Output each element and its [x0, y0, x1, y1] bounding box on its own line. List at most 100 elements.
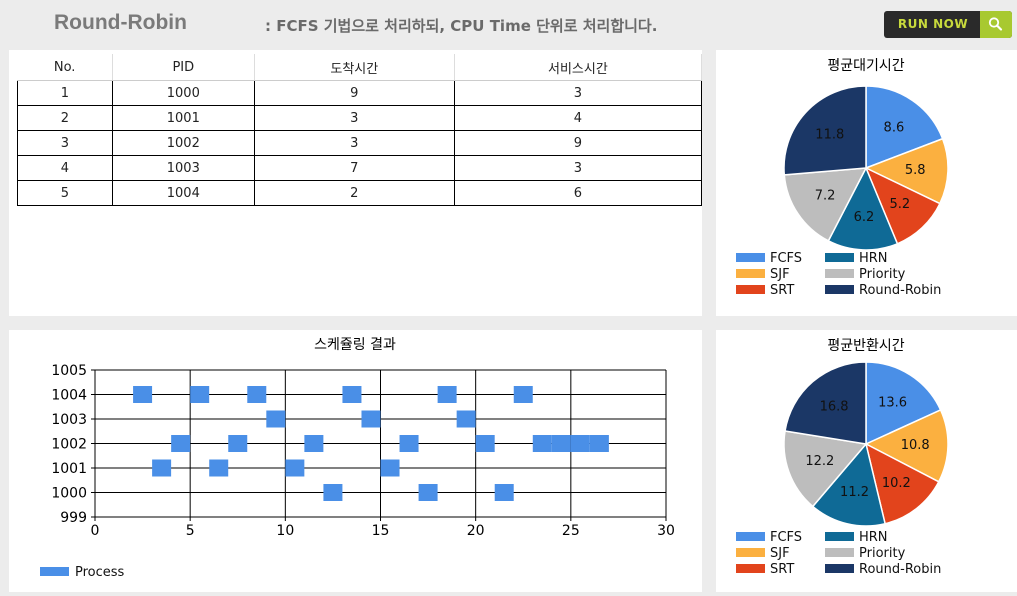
process-marker — [513, 386, 533, 403]
legend-label: SJF — [770, 267, 790, 282]
chart-title: 평균대기시간 — [827, 58, 904, 74]
legend-swatch — [736, 285, 765, 294]
cell-pid[interactable]: 1004 — [111, 180, 255, 206]
cell-arrival[interactable]: 2 — [253, 180, 455, 206]
process-marker — [247, 386, 267, 403]
run-now-label: RUN NOW — [897, 17, 969, 31]
process-marker — [209, 459, 229, 477]
legend-swatch — [736, 548, 765, 557]
table-header-row: No. PID 도착시간 서비스시간 — [17, 54, 703, 81]
cell-no[interactable]: 4 — [17, 155, 113, 181]
process-marker — [171, 435, 191, 452]
process-marker — [266, 410, 286, 428]
y-tick-label: 1004 — [51, 388, 87, 404]
pie-slice — [864, 137, 949, 205]
x-tick-label: 0 — [91, 523, 100, 539]
column-header-arrival[interactable]: 도착시간 — [254, 54, 455, 81]
x-tick-label: 30 — [657, 523, 675, 539]
cell-arrival[interactable]: 9 — [253, 80, 455, 106]
x-tick-label: 15 — [372, 523, 390, 539]
pie-data-label: 12.2 — [805, 454, 834, 469]
legend-label: Priority — [859, 267, 906, 282]
process-marker — [323, 484, 343, 501]
cell-service[interactable]: 3 — [453, 80, 703, 106]
pie-data-label: 6.2 — [854, 210, 875, 225]
column-header-service[interactable]: 서비스시간 — [454, 54, 703, 81]
pie-slice — [784, 361, 867, 445]
y-tick-label: 999 — [60, 510, 87, 526]
pie-data-label: 10.2 — [882, 476, 911, 491]
pie-data-label: 13.6 — [878, 396, 907, 411]
y-tick-label: 1002 — [51, 437, 87, 453]
legend-swatch — [825, 253, 854, 262]
legend-label: SRT — [770, 283, 794, 298]
avg-wait-chart-panel: 평균대기시간 8.6 5.8 5.2 6.2 7.2 11.8 FCFS SJF SRT HRN… — [716, 50, 1017, 316]
process-marker — [589, 435, 609, 452]
legend-swatch — [825, 285, 854, 294]
cell-pid[interactable]: 1000 — [111, 80, 255, 106]
table-row[interactable]: 2 1001 3 4 — [17, 105, 703, 131]
process-marker — [304, 435, 324, 452]
cell-no[interactable]: 1 — [17, 80, 113, 106]
y-tick-label: 1000 — [51, 486, 87, 502]
cell-no[interactable]: 3 — [17, 130, 113, 156]
pie-slice — [783, 430, 868, 508]
table-row[interactable]: 1 1000 9 3 — [17, 80, 703, 106]
process-marker — [399, 435, 419, 452]
legend-swatch — [825, 269, 854, 278]
run-now-button[interactable]: RUN NOW — [884, 11, 1012, 38]
cell-arrival[interactable]: 3 — [253, 130, 455, 156]
cell-pid[interactable]: 1003 — [111, 155, 255, 181]
pie-slice — [865, 361, 942, 446]
x-tick-label: 5 — [186, 523, 195, 539]
process-marker — [418, 484, 438, 501]
pie-data-label: 7.2 — [815, 188, 836, 203]
chart-title: 평균반환시간 — [827, 338, 904, 354]
table-row[interactable]: 4 1003 7 3 — [17, 155, 703, 181]
cell-service[interactable]: 4 — [453, 105, 703, 131]
pie-slice — [783, 85, 867, 176]
y-tick-label: 1003 — [51, 412, 87, 428]
table-row[interactable]: 3 1002 3 9 — [17, 130, 703, 156]
cell-pid[interactable]: 1001 — [111, 105, 255, 131]
table-row[interactable]: 5 1004 2 6 — [17, 180, 703, 206]
process-marker — [342, 386, 362, 403]
x-tick-label: 10 — [276, 523, 294, 539]
cell-arrival[interactable]: 7 — [253, 155, 455, 181]
cell-service[interactable]: 6 — [453, 180, 703, 206]
pie-data-label: 10.8 — [901, 438, 930, 453]
pie-slice — [864, 408, 949, 483]
process-marker — [475, 435, 495, 452]
legend-label: HRN — [859, 251, 888, 266]
legend-swatch — [736, 269, 765, 278]
column-header-pid[interactable]: PID — [112, 54, 255, 81]
process-marker — [133, 386, 153, 403]
x-tick-label: 20 — [467, 523, 485, 539]
legend-swatch — [825, 548, 854, 557]
app-title: Round-Robin — [54, 11, 187, 34]
cell-no[interactable]: 5 — [17, 180, 113, 206]
legend-swatch — [736, 253, 765, 262]
legend-swatch — [825, 564, 854, 573]
cell-arrival[interactable]: 3 — [253, 105, 455, 131]
legend-swatch — [825, 532, 854, 541]
y-tick-label: 1001 — [51, 461, 87, 477]
legend-label: SRT — [770, 562, 794, 577]
pie-data-label: 16.8 — [820, 400, 849, 415]
pie-data-label: 5.8 — [905, 163, 926, 178]
legend-label: HRN — [859, 530, 888, 545]
pie-data-label: 5.2 — [889, 197, 910, 212]
cell-service[interactable]: 3 — [453, 155, 703, 181]
process-marker — [228, 435, 248, 452]
pie-data-label: 11.8 — [815, 128, 844, 143]
process-marker — [285, 459, 305, 477]
process-marker — [494, 484, 514, 501]
column-header-no[interactable]: No. — [17, 54, 113, 81]
cell-no[interactable]: 2 — [17, 105, 113, 131]
legend-swatch — [736, 532, 765, 541]
pie-slice — [864, 442, 940, 525]
search-icon[interactable] — [980, 11, 1012, 38]
cell-service[interactable]: 9 — [453, 130, 703, 156]
cell-pid[interactable]: 1002 — [111, 130, 255, 156]
pie-slice — [783, 167, 868, 242]
